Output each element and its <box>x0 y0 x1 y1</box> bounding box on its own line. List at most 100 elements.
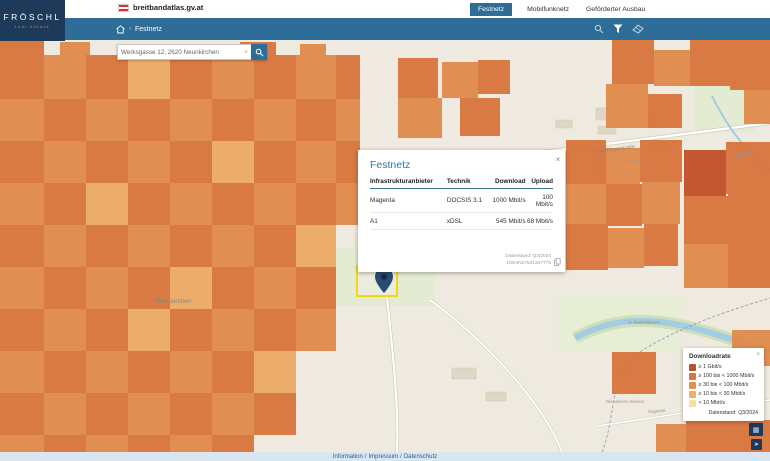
coverage-cell[interactable] <box>44 435 86 452</box>
footer-link-impressum[interactable]: Impressum <box>368 453 399 460</box>
tab-mobilfunknetz[interactable]: Mobilfunknetz <box>527 5 570 13</box>
coverage-cell[interactable] <box>86 309 128 351</box>
home-icon[interactable] <box>116 24 125 34</box>
coverage-cell[interactable] <box>44 55 86 99</box>
coverage-cell[interactable] <box>212 55 254 99</box>
coverage-cell[interactable] <box>644 224 678 266</box>
coverage-cell[interactable] <box>478 60 510 94</box>
coverage-cell[interactable] <box>170 141 212 183</box>
coverage-cell[interactable] <box>642 182 680 224</box>
coverage-cell[interactable] <box>296 141 336 183</box>
coverage-cell[interactable] <box>86 99 128 141</box>
coverage-cell[interactable] <box>566 224 608 270</box>
copy-icon[interactable] <box>554 258 561 266</box>
coverage-cell[interactable] <box>86 55 128 99</box>
coverage-cell[interactable] <box>212 183 254 225</box>
coverage-cell[interactable] <box>0 435 44 452</box>
coverage-cell[interactable] <box>606 84 648 128</box>
coverage-cell[interactable] <box>0 183 44 225</box>
coverage-cell[interactable] <box>0 141 44 183</box>
coverage-cell[interactable] <box>730 40 770 90</box>
coverage-cell[interactable] <box>212 225 254 267</box>
search-submit-button[interactable] <box>251 44 267 60</box>
coverage-cell[interactable] <box>0 225 44 267</box>
coverage-cell[interactable] <box>254 141 296 183</box>
coverage-cell[interactable] <box>726 142 770 194</box>
coverage-cell[interactable] <box>648 94 682 128</box>
coverage-cell[interactable] <box>612 40 654 84</box>
legend-close-button[interactable]: × <box>756 351 760 358</box>
coverage-cell[interactable] <box>44 183 86 225</box>
tab-festnetz[interactable]: Festnetz <box>470 2 513 16</box>
coverage-cell[interactable] <box>170 267 212 309</box>
coverage-cell[interactable] <box>254 351 296 393</box>
coverage-cell[interactable] <box>606 184 642 226</box>
search-icon[interactable] <box>594 24 604 34</box>
coverage-cell[interactable] <box>170 55 212 99</box>
coverage-cell[interactable] <box>128 351 170 393</box>
footer-link-datenschutz[interactable]: Datenschutz <box>403 453 438 460</box>
coverage-cell[interactable] <box>128 435 170 452</box>
coverage-cell[interactable] <box>128 183 170 225</box>
coverage-cell[interactable] <box>296 183 336 225</box>
eraser-icon[interactable] <box>632 24 644 34</box>
coverage-cell[interactable] <box>296 55 336 99</box>
coverage-cell[interactable] <box>170 183 212 225</box>
coverage-cell[interactable] <box>728 244 770 288</box>
coverage-cell[interactable] <box>398 58 438 98</box>
coverage-cell[interactable] <box>566 140 606 184</box>
coverage-cell[interactable] <box>336 99 360 141</box>
coverage-cell[interactable] <box>254 183 296 225</box>
coverage-cell[interactable] <box>608 228 644 268</box>
coverage-cell[interactable] <box>212 393 254 435</box>
coverage-cell[interactable] <box>170 351 212 393</box>
coverage-cell[interactable] <box>212 141 254 183</box>
footer-link-information[interactable]: Information <box>332 453 363 460</box>
coverage-cell[interactable] <box>0 351 44 393</box>
search-input[interactable] <box>117 44 241 60</box>
coverage-cell[interactable] <box>212 435 254 452</box>
coverage-cell[interactable] <box>170 225 212 267</box>
coverage-cell[interactable] <box>442 62 478 98</box>
coverage-cell[interactable] <box>300 44 326 55</box>
coverage-cell[interactable] <box>744 90 770 124</box>
coverage-cell[interactable] <box>254 225 296 267</box>
coverage-cell[interactable] <box>656 424 686 452</box>
coverage-cell[interactable] <box>128 141 170 183</box>
coverage-cell[interactable] <box>254 309 296 351</box>
coverage-cell[interactable] <box>212 267 254 309</box>
coverage-cell[interactable] <box>86 393 128 435</box>
coverage-cell[interactable] <box>44 351 86 393</box>
popup-close-button[interactable]: × <box>555 155 561 164</box>
coverage-cell[interactable] <box>44 267 86 309</box>
search-clear-button[interactable]: × <box>241 44 251 60</box>
tab-gef-rderter-ausbau[interactable]: Geförderter Ausbau <box>586 5 646 13</box>
coverage-cell[interactable] <box>86 183 128 225</box>
coverage-cell[interactable] <box>460 98 500 136</box>
coverage-cell[interactable] <box>254 393 296 435</box>
coverage-cell[interactable] <box>296 225 336 267</box>
coverage-cell[interactable] <box>44 225 86 267</box>
coverage-cell[interactable] <box>212 99 254 141</box>
coverage-cell[interactable] <box>690 40 730 86</box>
coverage-cell[interactable] <box>86 351 128 393</box>
coverage-cell[interactable] <box>212 309 254 351</box>
coverage-cell[interactable] <box>128 267 170 309</box>
coverage-cell[interactable] <box>0 267 44 309</box>
coverage-cell[interactable] <box>60 42 90 55</box>
coverage-cell[interactable] <box>86 141 128 183</box>
coverage-cell[interactable] <box>336 55 360 99</box>
coverage-cell[interactable] <box>128 225 170 267</box>
coverage-cell[interactable] <box>170 393 212 435</box>
coverage-cell[interactable] <box>728 194 770 244</box>
coverage-cell[interactable] <box>44 309 86 351</box>
coverage-cell[interactable] <box>128 393 170 435</box>
coverage-cell[interactable] <box>606 148 640 184</box>
froeschl-logo[interactable]: FRÖSCHL real estate <box>0 0 65 41</box>
coverage-cell[interactable] <box>44 99 86 141</box>
coverage-cell[interactable] <box>170 99 212 141</box>
coverage-cell[interactable] <box>684 196 728 244</box>
coverage-cell[interactable] <box>398 98 442 138</box>
coverage-cell[interactable] <box>612 352 656 394</box>
coverage-cell[interactable] <box>170 309 212 351</box>
